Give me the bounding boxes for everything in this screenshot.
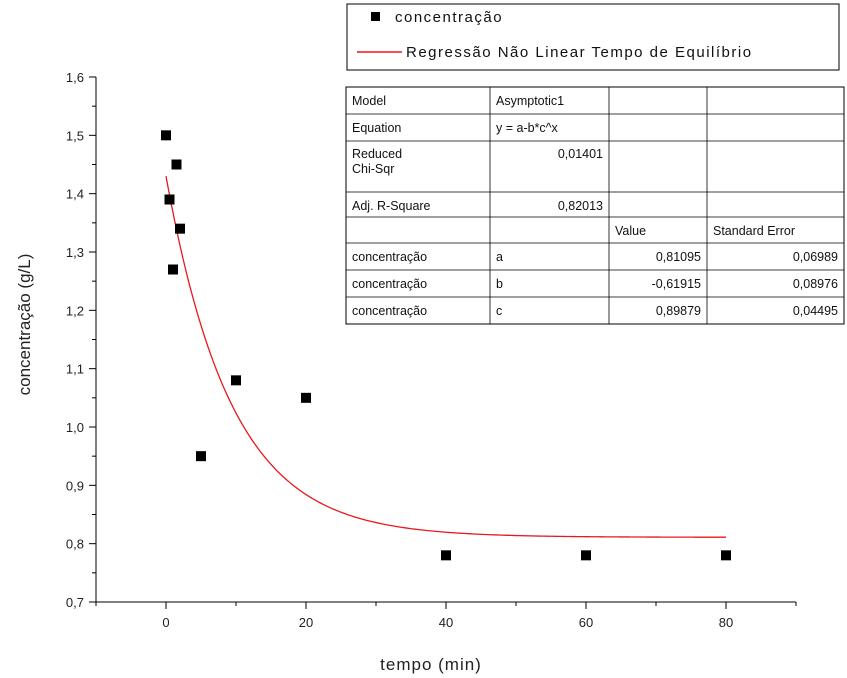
stats-table: Model Asymptotic1 Equation y = a-b*c^x Reduc… — [345, 86, 845, 325]
data-point — [161, 130, 171, 141]
data-point — [171, 159, 182, 170]
table-cell: Asymptotic1 — [496, 94, 564, 108]
table-cell: 0,06989 — [793, 250, 838, 264]
stats-table-frame — [345, 86, 845, 325]
y-axis-title: concentração (g/L) — [15, 254, 34, 396]
data-point — [441, 550, 451, 561]
table-cell: Value — [615, 224, 646, 238]
data-point — [231, 375, 241, 386]
table-cell: Equation — [352, 121, 401, 135]
table-cell: b — [496, 277, 503, 291]
data-point — [301, 392, 311, 403]
y-tick-label: 1,6 — [66, 70, 84, 85]
table-cell: 0,82013 — [558, 199, 603, 213]
x-tick-label: 80 — [719, 615, 733, 630]
y-tick-label: 0,8 — [66, 537, 84, 552]
x-tick-label: 40 — [439, 615, 453, 630]
data-points-layer — [161, 130, 731, 561]
fit-curve-line — [165, 175, 726, 538]
x-tick-label: 60 — [579, 615, 593, 630]
legend-label-concentracao: concentração — [395, 9, 503, 26]
legend: concentração Regressão Não Linear Tempo d… — [346, 3, 840, 71]
table-cell: y = a-b*c^x — [496, 121, 559, 135]
data-point — [175, 223, 185, 234]
table-cell: Reduced — [352, 147, 402, 161]
y-tick-label: 1,3 — [66, 245, 84, 260]
y-tick-label: 1,0 — [66, 420, 84, 435]
y-tick-label: 1,4 — [66, 187, 84, 202]
table-cell: a — [496, 250, 503, 264]
y-tick-label: 1,5 — [66, 128, 84, 143]
legend-box — [346, 3, 840, 71]
y-tick-label: 0,9 — [66, 478, 84, 493]
table-cell: 0,81095 — [656, 250, 701, 264]
x-tick-label: 0 — [162, 615, 169, 630]
data-point — [164, 194, 175, 205]
table-cell: Standard Error — [713, 224, 795, 238]
y-tick-label: 1,1 — [66, 362, 84, 377]
y-tick-label: 1,2 — [66, 303, 84, 318]
data-point — [721, 550, 731, 561]
table-cell: Chi-Sqr — [352, 162, 394, 176]
table-cell: 0,08976 — [793, 277, 838, 291]
axes — [89, 76, 797, 609]
data-point — [168, 264, 178, 275]
x-tick-label: 20 — [299, 615, 313, 630]
legend-label-regressao: Regressão Não Linear Tempo de Equilíbrio — [406, 44, 753, 61]
table-cell: concentração — [352, 250, 427, 264]
data-point — [196, 451, 206, 462]
table-cell: 0,04495 — [793, 304, 838, 318]
data-point — [581, 550, 591, 561]
table-cell: concentração — [352, 304, 427, 318]
table-cell: concentração — [352, 277, 427, 291]
fit-curve-layer — [165, 175, 726, 538]
table-cell: 0,01401 — [558, 147, 603, 161]
legend-marker-square — [371, 12, 380, 21]
table-cell: Adj. R-Square — [352, 199, 431, 213]
table-cell: 0,89879 — [656, 304, 701, 318]
x-axis-title: tempo (min) — [380, 655, 482, 674]
table-cell: c — [496, 304, 502, 318]
y-tick-label: 0,7 — [66, 595, 84, 610]
table-cell: Model — [352, 94, 386, 108]
labels-layer: 0 20 40 60 80 0,7 0,8 0,9 1,0 1,1 1,2 1,3 1,4 1,5 1,6 t… — [15, 70, 733, 674]
table-cell: -0,61915 — [652, 277, 701, 291]
